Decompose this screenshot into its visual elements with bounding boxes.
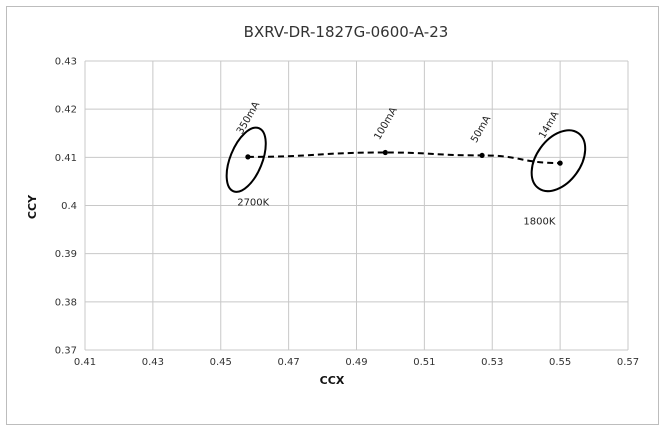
y-axis-title: CCY [26,194,39,219]
x-tick-label: 0.45 [210,357,232,368]
x-tick-label: 0.43 [142,357,164,368]
tick-labels: 0.41 0.43 0.45 0.47 0.49 0.51 0.53 0.55 0.57 0.43… [55,57,639,369]
x-tick-label: 0.49 [345,357,367,368]
series-line [247,151,561,165]
y-tick-label: 0.41 [55,153,77,164]
y-tick-label: 0.43 [55,57,77,68]
y-tick-label: 0.37 [55,346,77,357]
x-axis-title: CCX [320,374,345,387]
ellipse-1800K [530,129,587,193]
x-tick-label: 0.47 [277,357,299,368]
y-tick-label: 0.4 [61,201,77,212]
ellipses [225,126,587,193]
x-tick-label: 0.51 [413,357,435,368]
y-tick-label: 0.39 [55,249,77,260]
chart-frame: BXRV-DR-1827G-0600-A-23 0.41 0.43 0.45 0.47… [6,6,659,425]
ellipse-label: 1800K [523,217,555,228]
ellipse-2700K [225,126,267,193]
chart-title: BXRV-DR-1827G-0600-A-23 [244,23,449,41]
y-tick-label: 0.38 [55,297,77,308]
point-label: 14mA [537,110,561,141]
data-point-350mA [245,154,251,160]
x-tick-label: 0.57 [617,357,639,368]
data-point-100mA [382,149,388,156]
data-point-14mA [557,160,563,166]
chart-svg: BXRV-DR-1827G-0600-A-23 0.41 0.43 0.45 0.47… [26,23,639,387]
x-tick-label: 0.55 [549,357,571,368]
point-label: 50mA [469,114,493,145]
series [245,149,563,166]
y-tick-label: 0.42 [55,105,77,116]
point-label: 100mA [372,105,399,142]
grid [84,60,629,351]
ellipse-label: 2700K [237,198,269,209]
data-point-50mA [479,152,485,159]
x-tick-label: 0.41 [74,357,96,368]
x-tick-label: 0.53 [481,357,503,368]
